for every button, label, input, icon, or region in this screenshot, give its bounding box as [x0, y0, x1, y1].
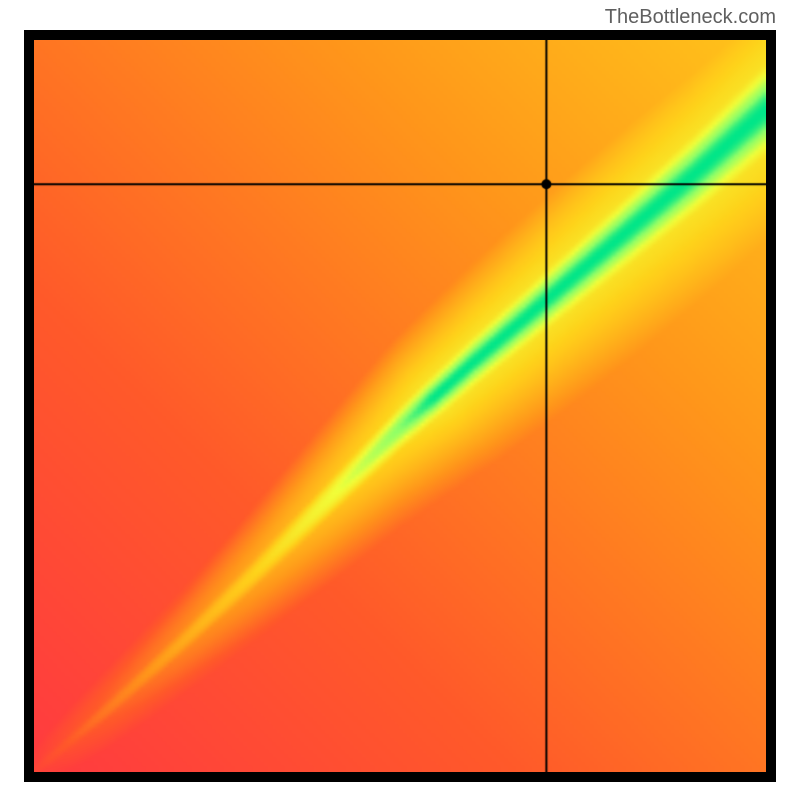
bottleneck-heatmap — [24, 30, 776, 782]
heatmap-canvas — [34, 40, 766, 772]
attribution-text: TheBottleneck.com — [605, 6, 776, 29]
